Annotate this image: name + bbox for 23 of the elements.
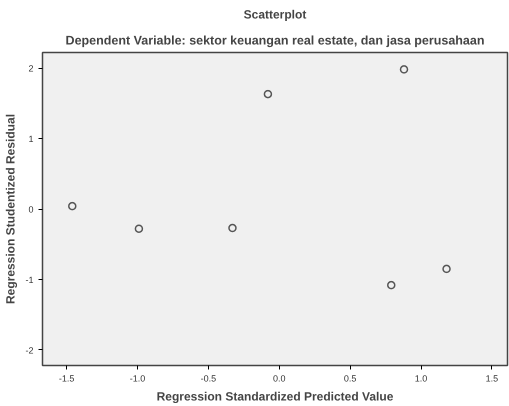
y-axis-title: Regression Studentized Residual: [4, 114, 18, 304]
x-tick-label: 1.0: [414, 374, 428, 384]
point: [264, 90, 272, 98]
point: [442, 264, 451, 274]
x-tick-label: -1.0: [130, 374, 146, 384]
point: [134, 224, 144, 233]
x-tick-label: 0.0: [272, 374, 286, 384]
chart-title: Scatterplot: [244, 8, 306, 22]
point: [400, 65, 408, 74]
point: [228, 224, 237, 232]
x-tick-label: -1.5: [58, 374, 74, 384]
x-tick-label: 0.5: [344, 374, 356, 384]
y-tick-label: 2: [28, 64, 34, 74]
x-tick-label: -0.5: [200, 374, 216, 384]
y-tick-label: -2: [26, 345, 34, 356]
point: [387, 280, 396, 290]
y-tick-label: -1: [26, 274, 34, 285]
point: [68, 202, 77, 210]
y-tick-label: 1: [28, 134, 34, 144]
chart-subtitle: Dependent Variable: sektor keuangan real estate, dan jasa perusahaan: [66, 34, 484, 48]
x-tick-label: 1.5: [486, 374, 498, 384]
x-axis-title: Regression Standardized Predicted Value: [156, 390, 394, 404]
y-tick-label: 0: [28, 204, 34, 214]
